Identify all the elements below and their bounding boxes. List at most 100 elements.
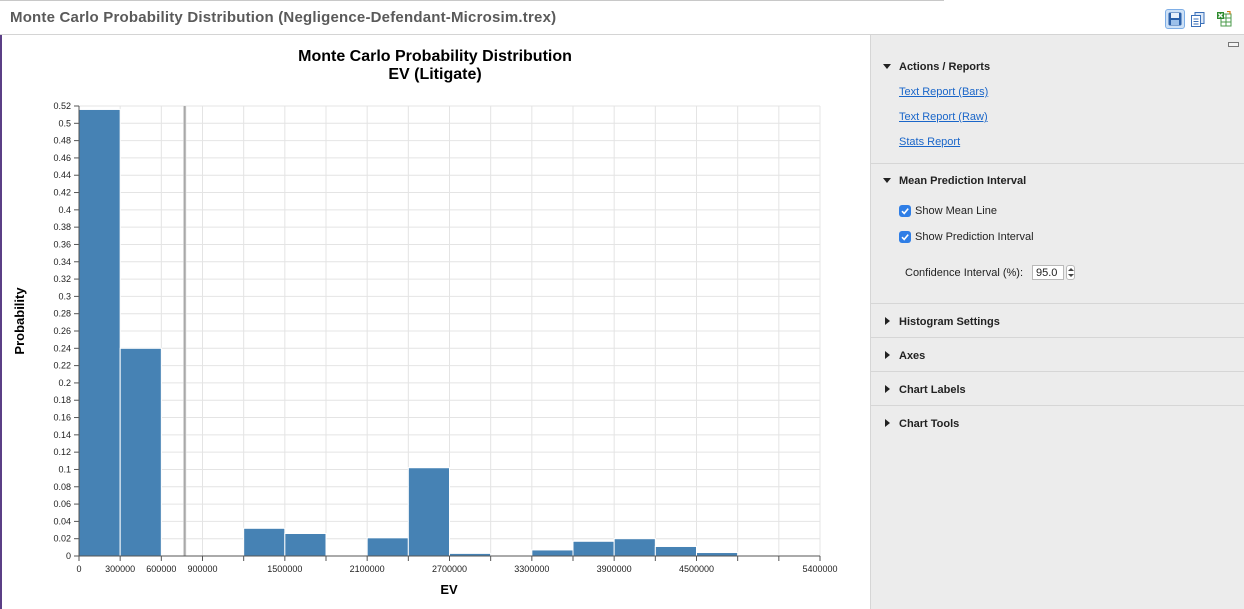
collapse-arrow-icon bbox=[885, 419, 890, 427]
collapse-arrow-icon bbox=[885, 385, 890, 393]
x-tick-label: 3900000 bbox=[597, 564, 632, 574]
x-tick-label: 5400000 bbox=[802, 564, 837, 574]
histogram-bar bbox=[696, 552, 739, 557]
section-title: Actions / Reports bbox=[899, 61, 991, 73]
text-report-raw-link[interactable]: Text Report (Raw) bbox=[899, 111, 988, 123]
section-title: Axes bbox=[899, 350, 926, 362]
section-divider bbox=[871, 337, 1244, 338]
window-title: Monte Carlo Probability Distribution (Ne… bbox=[10, 9, 557, 26]
expand-arrow-icon bbox=[883, 178, 891, 183]
y-tick-label: 0.48 bbox=[53, 136, 71, 146]
histogram-bar bbox=[572, 540, 615, 557]
x-tick-label: 0 bbox=[76, 564, 81, 574]
y-tick-label: 0 bbox=[66, 551, 71, 561]
section-chart-labels-header[interactable]: Chart Labels bbox=[883, 384, 966, 396]
settings-panel: Actions / Reports Text Report (Bars) Tex… bbox=[870, 35, 1244, 609]
y-tick-label: 0.02 bbox=[53, 534, 71, 544]
show-mean-line-checkbox[interactable]: Show Mean Line bbox=[899, 205, 997, 217]
section-divider bbox=[871, 163, 1244, 164]
section-histogram-settings-header[interactable]: Histogram Settings bbox=[883, 316, 1000, 328]
chart-title: Monte Carlo Probability Distribution bbox=[298, 48, 572, 65]
y-tick-label: 0.22 bbox=[53, 361, 71, 371]
show-prediction-interval-checkbox[interactable]: Show Prediction Interval bbox=[899, 231, 1034, 243]
x-tick-label: 2700000 bbox=[432, 564, 467, 574]
histogram-bar bbox=[119, 347, 162, 557]
section-title: Chart Tools bbox=[899, 418, 960, 430]
y-tick-label: 0.38 bbox=[53, 222, 71, 232]
y-tick-label: 0.2 bbox=[58, 378, 71, 388]
collapse-arrow-icon bbox=[885, 317, 890, 325]
histogram-bar bbox=[284, 533, 327, 557]
x-tick-label: 600000 bbox=[146, 564, 176, 574]
histogram-bar bbox=[407, 467, 451, 557]
section-axes-header[interactable]: Axes bbox=[883, 350, 925, 362]
histogram-bar bbox=[366, 537, 409, 557]
section-chart-tools-header[interactable]: Chart Tools bbox=[883, 418, 959, 430]
export-excel-icon bbox=[1217, 11, 1232, 27]
y-tick-label: 0.16 bbox=[53, 413, 71, 423]
y-axis-label: Probability bbox=[12, 287, 27, 355]
histogram-bar bbox=[613, 538, 656, 557]
y-tick-label: 0.46 bbox=[53, 153, 71, 163]
y-tick-label: 0.04 bbox=[53, 516, 71, 526]
section-title: Histogram Settings bbox=[899, 316, 1000, 328]
y-tick-label: 0.36 bbox=[53, 239, 71, 249]
histogram-bar bbox=[654, 545, 697, 557]
text-report-bars-link[interactable]: Text Report (Bars) bbox=[899, 86, 989, 98]
y-tick-label: 0.26 bbox=[53, 326, 71, 336]
expand-arrow-icon bbox=[883, 64, 891, 69]
save-button[interactable] bbox=[1165, 9, 1185, 29]
y-tick-label: 0.12 bbox=[53, 447, 71, 457]
chart-subtitle: EV (Litigate) bbox=[388, 66, 481, 83]
collapse-arrow-icon bbox=[885, 351, 890, 359]
copy-button[interactable] bbox=[1188, 9, 1208, 29]
y-tick-label: 0.18 bbox=[53, 395, 71, 405]
x-tick-label: 1500000 bbox=[267, 564, 302, 574]
y-tick-label: 0.06 bbox=[53, 499, 71, 509]
confidence-interval-label: Confidence Interval (%): bbox=[905, 266, 1023, 279]
y-tick-label: 0.34 bbox=[53, 257, 71, 267]
window-left-edge bbox=[0, 35, 2, 609]
save-icon bbox=[1168, 12, 1182, 26]
y-tick-label: 0.3 bbox=[58, 291, 71, 301]
y-tick-label: 0.52 bbox=[53, 101, 71, 111]
checkbox-checked-icon bbox=[899, 205, 911, 217]
section-title: Chart Labels bbox=[899, 384, 966, 396]
y-tick-label: 0.1 bbox=[58, 464, 71, 474]
y-tick-label: 0.32 bbox=[53, 274, 71, 284]
x-tick-label: 2100000 bbox=[350, 564, 385, 574]
y-tick-label: 0.4 bbox=[58, 205, 71, 215]
y-tick-label: 0.14 bbox=[53, 430, 71, 440]
copy-icon bbox=[1191, 11, 1205, 27]
section-mean-prediction-header[interactable]: Mean Prediction Interval bbox=[883, 175, 1026, 187]
x-tick-label: 300000 bbox=[105, 564, 135, 574]
stats-report-link[interactable]: Stats Report bbox=[899, 136, 961, 148]
y-tick-label: 0.5 bbox=[58, 118, 71, 128]
x-tick-label: 3300000 bbox=[514, 564, 549, 574]
section-divider bbox=[871, 303, 1244, 304]
confidence-interval-input[interactable] bbox=[1032, 265, 1064, 280]
histogram-chart: 0 0.02 0.04 0.06 0.08 0.1 0.12 0.14 0.16 0.18 0.2 0… bbox=[12, 48, 838, 597]
section-divider bbox=[871, 405, 1244, 406]
checkbox-checked-icon bbox=[899, 231, 911, 243]
x-tick-label: 900000 bbox=[187, 564, 217, 574]
y-tick-label: 0.44 bbox=[53, 170, 71, 180]
histogram-bar bbox=[243, 527, 286, 557]
title-bar: Monte Carlo Probability Distribution (Ne… bbox=[0, 0, 1244, 35]
x-tick-label: 4500000 bbox=[679, 564, 714, 574]
export-excel-button[interactable] bbox=[1214, 9, 1234, 29]
show-prediction-interval-label: Show Prediction Interval bbox=[915, 231, 1034, 243]
y-tick-label: 0.08 bbox=[53, 482, 71, 492]
section-actions-reports-header[interactable]: Actions / Reports bbox=[883, 61, 990, 73]
panel-minimize-button[interactable] bbox=[1228, 42, 1239, 47]
show-mean-line-label: Show Mean Line bbox=[915, 205, 997, 217]
histogram-bar bbox=[78, 108, 121, 557]
histogram-bar bbox=[531, 549, 574, 557]
y-tick-label: 0.24 bbox=[53, 343, 71, 353]
section-title: Mean Prediction Interval bbox=[899, 175, 1027, 187]
x-axis-label: EV bbox=[440, 582, 458, 597]
chart-area: 0 0.02 0.04 0.06 0.08 0.1 0.12 0.14 0.16 0.18 0.2 0… bbox=[2, 35, 870, 609]
confidence-interval-stepper[interactable] bbox=[1066, 265, 1075, 280]
y-tick-label: 0.42 bbox=[53, 188, 71, 198]
y-tick-label: 0.28 bbox=[53, 309, 71, 319]
